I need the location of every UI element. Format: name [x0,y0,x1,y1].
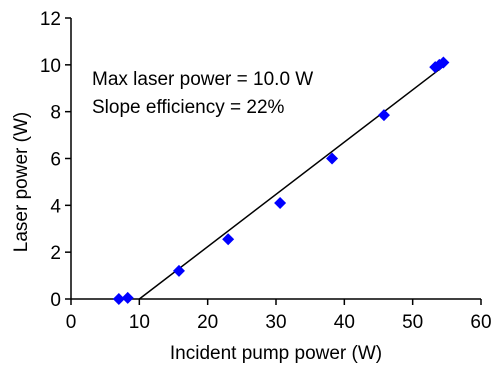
data-point [326,152,339,165]
x-tick-label: 0 [66,312,77,333]
x-tick-label: 10 [129,312,150,333]
fit-line [138,63,448,300]
annotation-max-power: Max laser power = 10.0 W [92,69,313,90]
y-tick-label: 0 [50,290,61,311]
data-point [121,291,134,304]
ticks: 0 10 20 30 40 50 60 0 2 4 6 8 10 12 [40,9,492,333]
x-tick-label: 20 [197,312,218,333]
annotation-slope-efficiency: Slope efficiency = 22% [92,97,285,118]
x-tick-label: 40 [334,312,355,333]
x-tick-label: 60 [470,312,491,333]
y-tick-label: 4 [50,196,61,217]
y-tick-label: 12 [40,9,61,30]
data-point [112,293,125,305]
axes [70,18,481,300]
x-axis-title: Incident pump power (W) [170,343,382,364]
data-point [377,109,390,122]
y-tick-label: 6 [50,150,61,171]
data-point [274,196,287,209]
x-tick-label: 50 [402,312,423,333]
data-point [433,58,446,71]
x-tick-label: 30 [265,312,286,333]
y-axis-title: Laser power (W) [11,112,32,252]
fit-line-group [138,63,448,300]
data-point [172,264,185,277]
data-point [222,233,235,246]
y-tick-label: 8 [50,103,61,124]
data-point [437,56,450,69]
data-points [112,56,450,305]
y-tick-label: 10 [40,56,61,77]
y-tick-label: 2 [50,243,61,264]
